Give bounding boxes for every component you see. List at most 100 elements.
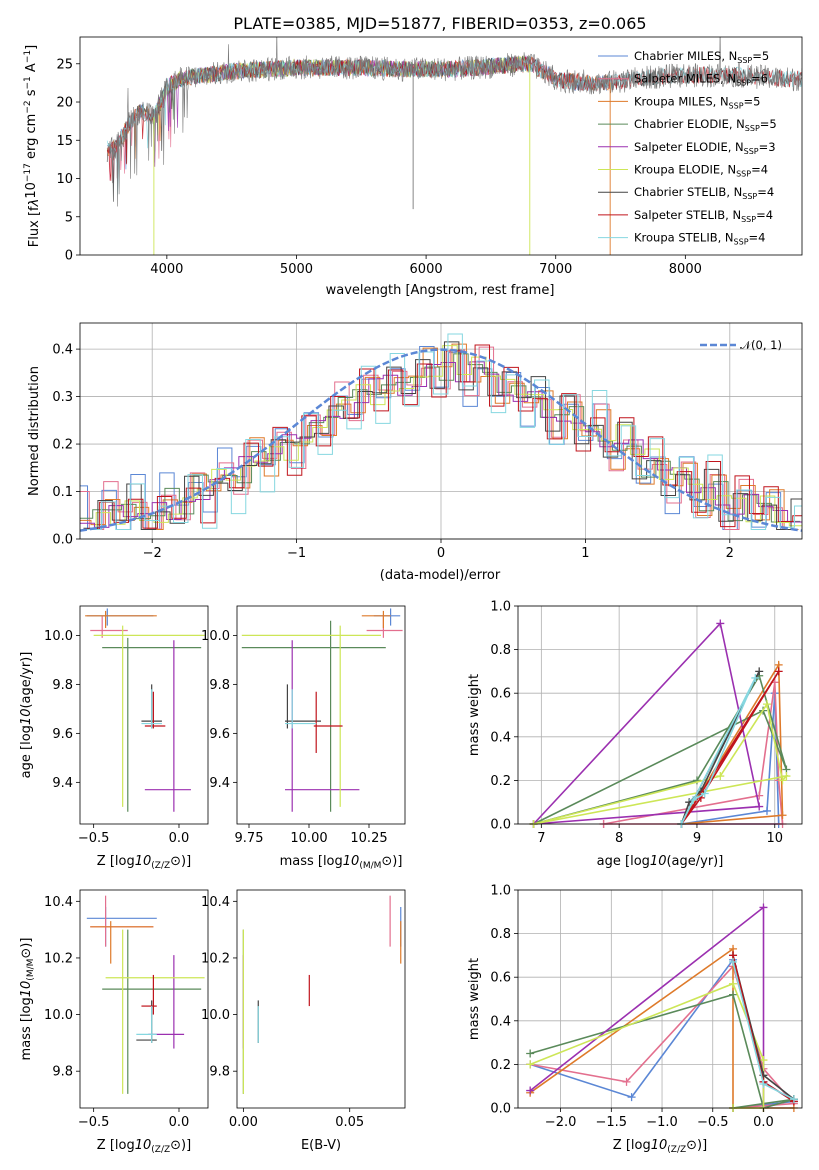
y-tick-label: 1.0	[490, 884, 511, 899]
mass-extinction-axes-frame	[236, 889, 406, 1109]
y-tick-label: 10.4	[201, 895, 230, 910]
spectrum-title: PLATE=0385, MJD=51877, FIBERID=0353, z=0…	[233, 14, 646, 33]
legend-label-sub: SSP	[742, 192, 757, 201]
weight-point-marker	[751, 673, 760, 682]
weight-point-marker	[782, 772, 791, 781]
x-tick-label: 0.0	[753, 1115, 774, 1130]
weight-point-marker	[759, 903, 768, 912]
x-tick-label: 0.05	[335, 1115, 364, 1130]
legend-label-sub: SSP	[729, 101, 744, 110]
x-tick-label: −1.5	[596, 1115, 628, 1130]
x-tick-label: −1.0	[646, 1115, 678, 1130]
y-tick-label: 0.2	[490, 774, 511, 789]
weight-metallicity-ylabel: mass weight	[467, 958, 482, 1040]
x-tick-label: 0.00	[229, 1115, 258, 1130]
legend-label-main: Salpeter MILES, N	[634, 72, 736, 86]
legend-label-tail: =6	[751, 72, 768, 86]
age-metallicity-xlabel: Z [log10(Z/Z⊙)]	[97, 854, 191, 871]
y-tick-label: 15	[56, 134, 73, 149]
y-tick-label: 0.8	[490, 927, 511, 942]
y-tick-label: 0.6	[490, 687, 511, 702]
spectrum-panel: PLATE=0385, MJD=51877, FIBERID=0353, z=0…	[23, 14, 803, 298]
weight-point-marker	[774, 667, 783, 676]
y-tick-label: 0	[65, 249, 73, 264]
x-tick-label: 6000	[410, 262, 443, 277]
weight-vs-metallicity-panel: −2.0 −1.5 −1.0 −0.5 0.0 0.0 0.2 0.4 0.6 0.8 1.0 Z …	[467, 884, 803, 1155]
weight-point-marker	[759, 1056, 768, 1065]
weight-point-marker	[700, 789, 709, 798]
x-tick-label: 5000	[280, 262, 313, 277]
y-tick-label: 9.4	[52, 776, 73, 791]
age-vs-mass-panel: 9.75 10.00 10.25 9.4 9.6 9.8 10.0 mass [log10(…	[201, 605, 406, 871]
weight-series-line	[533, 702, 789, 825]
y-tick-label: 9.8	[209, 1065, 230, 1080]
x-tick-label: 8	[615, 831, 623, 846]
y-tick-label: 0.4	[490, 1014, 511, 1029]
mass-metallicity-xlabel: Z [log10(Z/Z⊙)]	[97, 1138, 191, 1155]
residual-histogram-panel: −2 −1 0 1 2 0.0 0.1 0.2 0.3 0.4 (data-model)/erro…	[27, 322, 803, 583]
legend-label-sub: SSP	[736, 79, 751, 88]
x-tick-label: 7000	[539, 262, 572, 277]
y-tick-label: 20	[56, 96, 73, 111]
weight-point-marker	[759, 1080, 768, 1089]
weight-point-marker	[692, 776, 701, 785]
y-tick-label: 0.2	[490, 1058, 511, 1073]
histogram-legend: 𝒩(0, 1)	[700, 338, 782, 352]
weight-series-line	[680, 662, 784, 825]
weight-series-line	[533, 673, 788, 825]
y-tick-label: 1.0	[490, 600, 511, 615]
weight-point-marker	[526, 1086, 535, 1095]
legend-label-main: Chabrier ELODIE, N	[634, 117, 745, 131]
x-tick-label: 10	[766, 831, 783, 846]
weight-point-marker	[762, 806, 771, 815]
x-tick-label: 2	[726, 546, 734, 561]
x-tick-label: −0.5	[697, 1115, 729, 1130]
x-tick-label: 9.75	[235, 831, 264, 846]
weight-point-marker	[789, 1095, 798, 1104]
legend-label-tail: =5	[744, 94, 761, 108]
y-tick-label: 10.0	[44, 1008, 73, 1023]
y-tick-label: 10	[56, 172, 73, 187]
legend-label-tail: =5	[752, 49, 769, 63]
y-tick-label: 5	[65, 210, 73, 225]
y-tick-label: 9.4	[209, 776, 230, 791]
y-tick-label: 10.2	[44, 951, 73, 966]
x-tick-label: 0.0	[169, 1115, 190, 1130]
x-tick-label: −0.5	[78, 1115, 110, 1130]
mass-vs-extinction-panel: 0.00 0.05 9.8 10.0 10.2 10.4 E(B-V)	[201, 889, 406, 1153]
weight-point-marker	[755, 667, 764, 676]
weight-point-marker	[716, 619, 725, 628]
spectrum-xlabel: wavelength [Angstrom, rest frame]	[326, 283, 555, 298]
mass-extinction-xlabel: E(B-V)	[301, 1138, 341, 1153]
weight-point-marker	[755, 802, 764, 811]
age-metallicity-ylabel: age [log10(age/yr)]	[19, 652, 34, 779]
legend-label-sub: SSP	[745, 124, 760, 133]
weight-point-marker	[716, 772, 725, 781]
weight-point-marker	[729, 990, 738, 999]
x-tick-label: 1	[581, 546, 589, 561]
y-tick-label: 9.6	[209, 727, 230, 742]
y-tick-label: 10.0	[201, 629, 230, 644]
legend-label: Chabrier MILES, NSSP=5	[634, 49, 769, 65]
legend-label: Salpeter MILES, NSSP=6	[634, 72, 768, 88]
legend-label-sub: SSP	[736, 170, 751, 179]
y-tick-label: 0.0	[490, 818, 511, 833]
weight-metallicity-xlabel: Z [log10(Z/Z⊙)]	[613, 1138, 707, 1155]
normal-curve-legend-label: 𝒩(0, 1)	[740, 338, 782, 352]
y-tick-label: 0.4	[490, 730, 511, 745]
age-mass-axes-frame	[236, 605, 406, 825]
legend-label-sub: SSP	[741, 215, 756, 224]
weight-point-marker	[689, 796, 698, 805]
spectrum-axes-frame	[79, 36, 803, 256]
y-tick-label: 25	[56, 57, 73, 72]
mass-metallicity-ylabel: mass [log10(M/M⊙)]	[19, 938, 36, 1061]
x-tick-label: 0	[437, 546, 445, 561]
y-tick-label: 9.8	[209, 678, 230, 693]
x-tick-label: 4000	[150, 262, 183, 277]
y-tick-label: 0.3	[52, 390, 73, 405]
weight-point-marker	[778, 811, 787, 820]
residual-histogram-step	[85, 344, 802, 530]
legend-label-tail: =5	[760, 117, 777, 131]
weight-series-line	[680, 670, 780, 825]
